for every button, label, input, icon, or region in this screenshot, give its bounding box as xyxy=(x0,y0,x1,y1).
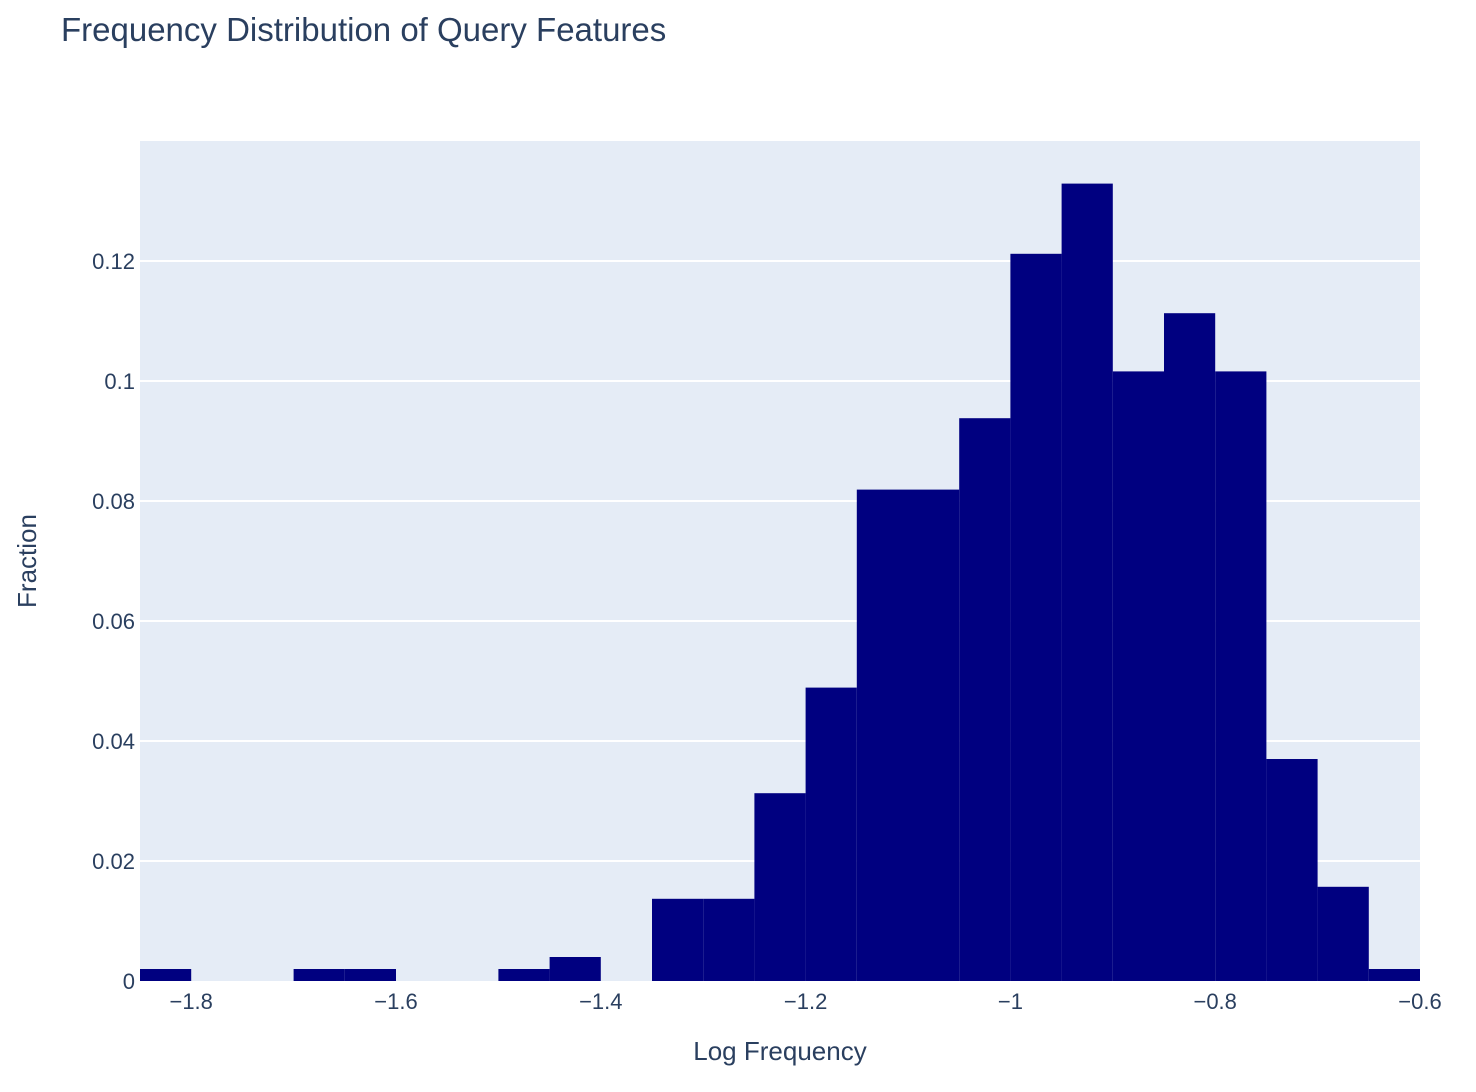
histogram-bar xyxy=(959,418,1011,981)
x-tick-label: −1.8 xyxy=(169,989,212,1014)
x-tick-label: −1.6 xyxy=(374,989,417,1014)
histogram-bar xyxy=(805,687,857,981)
histogram-bar xyxy=(856,489,908,981)
y-tick-label: 0.02 xyxy=(92,849,135,874)
y-tick-label: 0.12 xyxy=(92,249,135,274)
histogram-bar xyxy=(1164,313,1216,981)
x-tick-label: −1.4 xyxy=(579,989,622,1014)
histogram-bar xyxy=(549,957,601,981)
x-axis-title: Log Frequency xyxy=(693,1036,866,1066)
histogram-bar xyxy=(1215,371,1267,981)
histogram-bar xyxy=(293,969,345,981)
histogram-bar xyxy=(1112,371,1164,981)
histogram-bar xyxy=(1266,759,1318,981)
y-axis-ticks: 0 0.02 0.04 0.06 0.08 0.1 0.12 xyxy=(92,249,135,994)
histogram-bar xyxy=(908,489,960,981)
histogram-bar xyxy=(140,969,192,981)
histogram-bar xyxy=(1061,183,1113,982)
histogram-bar xyxy=(754,793,806,981)
histogram-bars xyxy=(140,183,1420,982)
y-tick-label: 0 xyxy=(123,969,135,994)
histogram-bar xyxy=(703,898,755,981)
chart-title: Frequency Distribution of Query Features xyxy=(61,11,666,48)
x-axis-ticks: −1.8 −1.6 −1.4 −1.2 −1 −0.8 −0.6 xyxy=(169,989,1441,1014)
histogram-bar xyxy=(1317,886,1369,981)
x-tick-label: −1 xyxy=(998,989,1023,1014)
y-tick-label: 0.04 xyxy=(92,729,135,754)
y-axis-title: Fraction xyxy=(12,514,42,608)
y-tick-label: 0.1 xyxy=(104,369,135,394)
y-tick-label: 0.06 xyxy=(92,609,135,634)
x-tick-label: −0.6 xyxy=(1398,989,1441,1014)
histogram-bar xyxy=(344,969,396,981)
histogram-bar xyxy=(1010,253,1062,982)
histogram-bar xyxy=(498,969,550,981)
gridlines xyxy=(140,260,1420,862)
histogram-bar xyxy=(1368,969,1420,981)
histogram-bar xyxy=(652,898,704,981)
x-tick-label: −1.2 xyxy=(784,989,827,1014)
x-tick-label: −0.8 xyxy=(1193,989,1236,1014)
y-tick-label: 0.08 xyxy=(92,489,135,514)
